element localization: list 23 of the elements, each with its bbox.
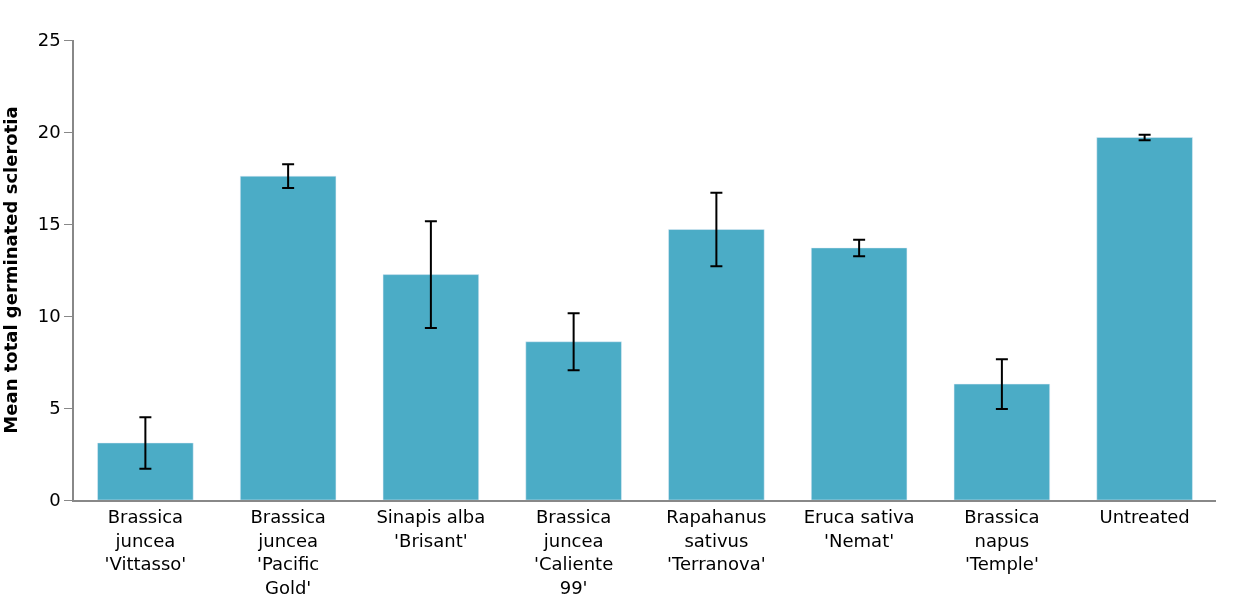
x-tick-label: Sinapis alba 'Brisant' xyxy=(376,506,486,551)
x-tick-label: Brassica juncea 'Caliente 99' xyxy=(534,506,614,598)
bar xyxy=(97,442,194,500)
bar xyxy=(240,175,337,500)
bar xyxy=(953,383,1050,500)
bar xyxy=(382,274,479,500)
bar xyxy=(525,341,622,500)
y-tick-label: 25 xyxy=(37,29,61,51)
y-tick-label: 15 xyxy=(37,213,61,235)
y-tick-label: 10 xyxy=(37,305,61,327)
x-tick-label: Brassica juncea 'Vittasso' xyxy=(104,506,187,575)
x-tick-label: Eruca sativa 'Nemat' xyxy=(803,506,915,551)
y-tick-label: 5 xyxy=(49,397,61,419)
y-tick-label: 0 xyxy=(49,489,61,511)
x-tick-label: Untreated xyxy=(1099,506,1190,528)
y-axis-title: Mean total germinated sclerotia xyxy=(0,106,22,434)
x-tick-label: Brassica napus 'Temple' xyxy=(964,506,1040,575)
bar xyxy=(1096,137,1193,500)
x-tick-label: Rapahanus sativus 'Terranova' xyxy=(666,506,767,575)
bar xyxy=(668,229,765,500)
y-tick-label: 20 xyxy=(37,121,61,143)
bar xyxy=(811,247,908,500)
x-tick-label: Brassica juncea 'Pacific Gold' xyxy=(250,506,326,598)
